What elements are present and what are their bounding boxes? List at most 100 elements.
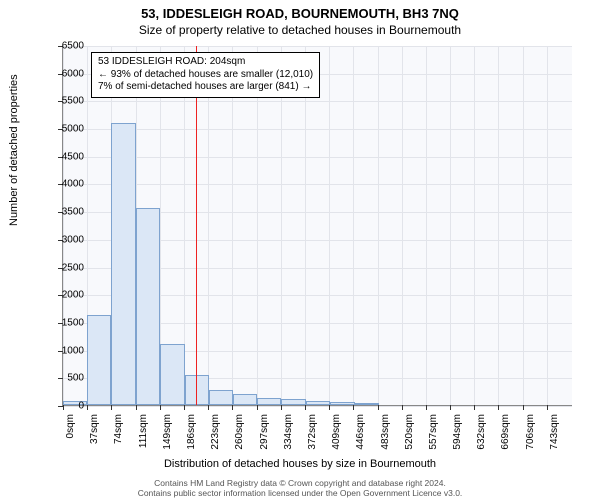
footer-line1: Contains HM Land Registry data © Crown c… (0, 478, 600, 488)
histogram-bar (306, 401, 330, 405)
xtick-label: 37sqm (89, 414, 100, 464)
gridline-v (378, 46, 379, 405)
y-axis-label: Number of detached properties (8, 74, 20, 226)
xtick-label: 260sqm (234, 414, 245, 464)
footer-line2: Contains public sector information licen… (0, 488, 600, 498)
xtick-mark (87, 405, 88, 410)
histogram-bar (111, 123, 135, 405)
xtick-mark (184, 405, 185, 410)
histogram-bar (257, 398, 281, 405)
plot-area: 53 IDDESLEIGH ROAD: 204sqm← 93% of detac… (62, 46, 572, 406)
title-sub: Size of property relative to detached ho… (0, 21, 600, 41)
gridline-h (63, 406, 572, 407)
xtick-mark (136, 405, 137, 410)
ytick-label: 3500 (44, 207, 84, 218)
histogram-bar (87, 315, 111, 405)
histogram-bar (136, 208, 161, 405)
gridline-h (63, 157, 572, 158)
annotation-line1: 53 IDDESLEIGH ROAD: 204sqm (98, 56, 313, 69)
xtick-mark (378, 405, 379, 410)
xtick-label: 594sqm (452, 414, 463, 464)
gridline-h (63, 184, 572, 185)
histogram-bar (209, 390, 233, 406)
xtick-label: 334sqm (283, 414, 294, 464)
gridline-v (426, 46, 427, 405)
ytick-label: 4000 (44, 179, 84, 190)
annotation-box: 53 IDDESLEIGH ROAD: 204sqm← 93% of detac… (91, 52, 320, 98)
xtick-mark (329, 405, 330, 410)
ytick-label: 1000 (44, 345, 84, 356)
histogram-bar (233, 394, 257, 405)
gridline-v (498, 46, 499, 405)
gridline-v (450, 46, 451, 405)
ytick-label: 4500 (44, 151, 84, 162)
xtick-label: 632sqm (476, 414, 487, 464)
gridline-h (63, 46, 572, 47)
gridline-v (208, 46, 209, 405)
xtick-mark (547, 405, 548, 410)
xtick-label: 669sqm (500, 414, 511, 464)
xtick-mark (232, 405, 233, 410)
xtick-mark (305, 405, 306, 410)
xtick-mark (111, 405, 112, 410)
histogram-bar (281, 399, 306, 405)
ytick-label: 6500 (44, 41, 84, 52)
histogram-bar (330, 402, 354, 405)
gridline-v (402, 46, 403, 405)
xtick-mark (523, 405, 524, 410)
xtick-label: 743sqm (549, 414, 560, 464)
xtick-label: 483sqm (380, 414, 391, 464)
xtick-mark (208, 405, 209, 410)
xtick-label: 446sqm (355, 414, 366, 464)
ytick-label: 2500 (44, 262, 84, 273)
gridline-v (281, 46, 282, 405)
xtick-label: 372sqm (307, 414, 318, 464)
gridline-v (232, 46, 233, 405)
gridline-h (63, 101, 572, 102)
histogram-bar (160, 344, 184, 405)
xtick-mark (474, 405, 475, 410)
xtick-label: 223sqm (210, 414, 221, 464)
xtick-mark (353, 405, 354, 410)
xtick-label: 0sqm (65, 414, 76, 464)
gridline-v (329, 46, 330, 405)
xtick-label: 186sqm (186, 414, 197, 464)
xtick-label: 297sqm (259, 414, 270, 464)
xtick-mark (402, 405, 403, 410)
gridline-v (305, 46, 306, 405)
gridline-h (63, 129, 572, 130)
gridline-v (547, 46, 548, 405)
ytick-label: 1500 (44, 317, 84, 328)
xtick-mark (426, 405, 427, 410)
gridline-v (523, 46, 524, 405)
ytick-label: 6000 (44, 68, 84, 79)
gridline-v (257, 46, 258, 405)
xtick-mark (498, 405, 499, 410)
footer-attribution: Contains HM Land Registry data © Crown c… (0, 478, 600, 498)
ytick-label: 5500 (44, 96, 84, 107)
xtick-label: 74sqm (113, 414, 124, 464)
ytick-label: 500 (44, 373, 84, 384)
xtick-label: 149sqm (162, 414, 173, 464)
xtick-label: 111sqm (138, 414, 149, 464)
ytick-label: 3000 (44, 234, 84, 245)
xtick-mark (450, 405, 451, 410)
annotation-line2: ← 93% of detached houses are smaller (12… (98, 69, 313, 82)
xtick-label: 557sqm (428, 414, 439, 464)
xtick-label: 706sqm (525, 414, 536, 464)
ytick-label: 5000 (44, 124, 84, 135)
gridline-v (474, 46, 475, 405)
reference-line (196, 46, 197, 405)
ytick-label: 0 (44, 401, 84, 412)
annotation-line3: 7% of semi-detached houses are larger (8… (98, 81, 313, 94)
histogram-bar (355, 403, 379, 405)
gridline-v (353, 46, 354, 405)
title-main: 53, IDDESLEIGH ROAD, BOURNEMOUTH, BH3 7N… (0, 0, 600, 21)
ytick-label: 2000 (44, 290, 84, 301)
histogram-chart: 53 IDDESLEIGH ROAD: 204sqm← 93% of detac… (62, 46, 572, 406)
xtick-label: 520sqm (404, 414, 415, 464)
xtick-mark (257, 405, 258, 410)
xtick-label: 409sqm (331, 414, 342, 464)
xtick-mark (160, 405, 161, 410)
xtick-mark (281, 405, 282, 410)
